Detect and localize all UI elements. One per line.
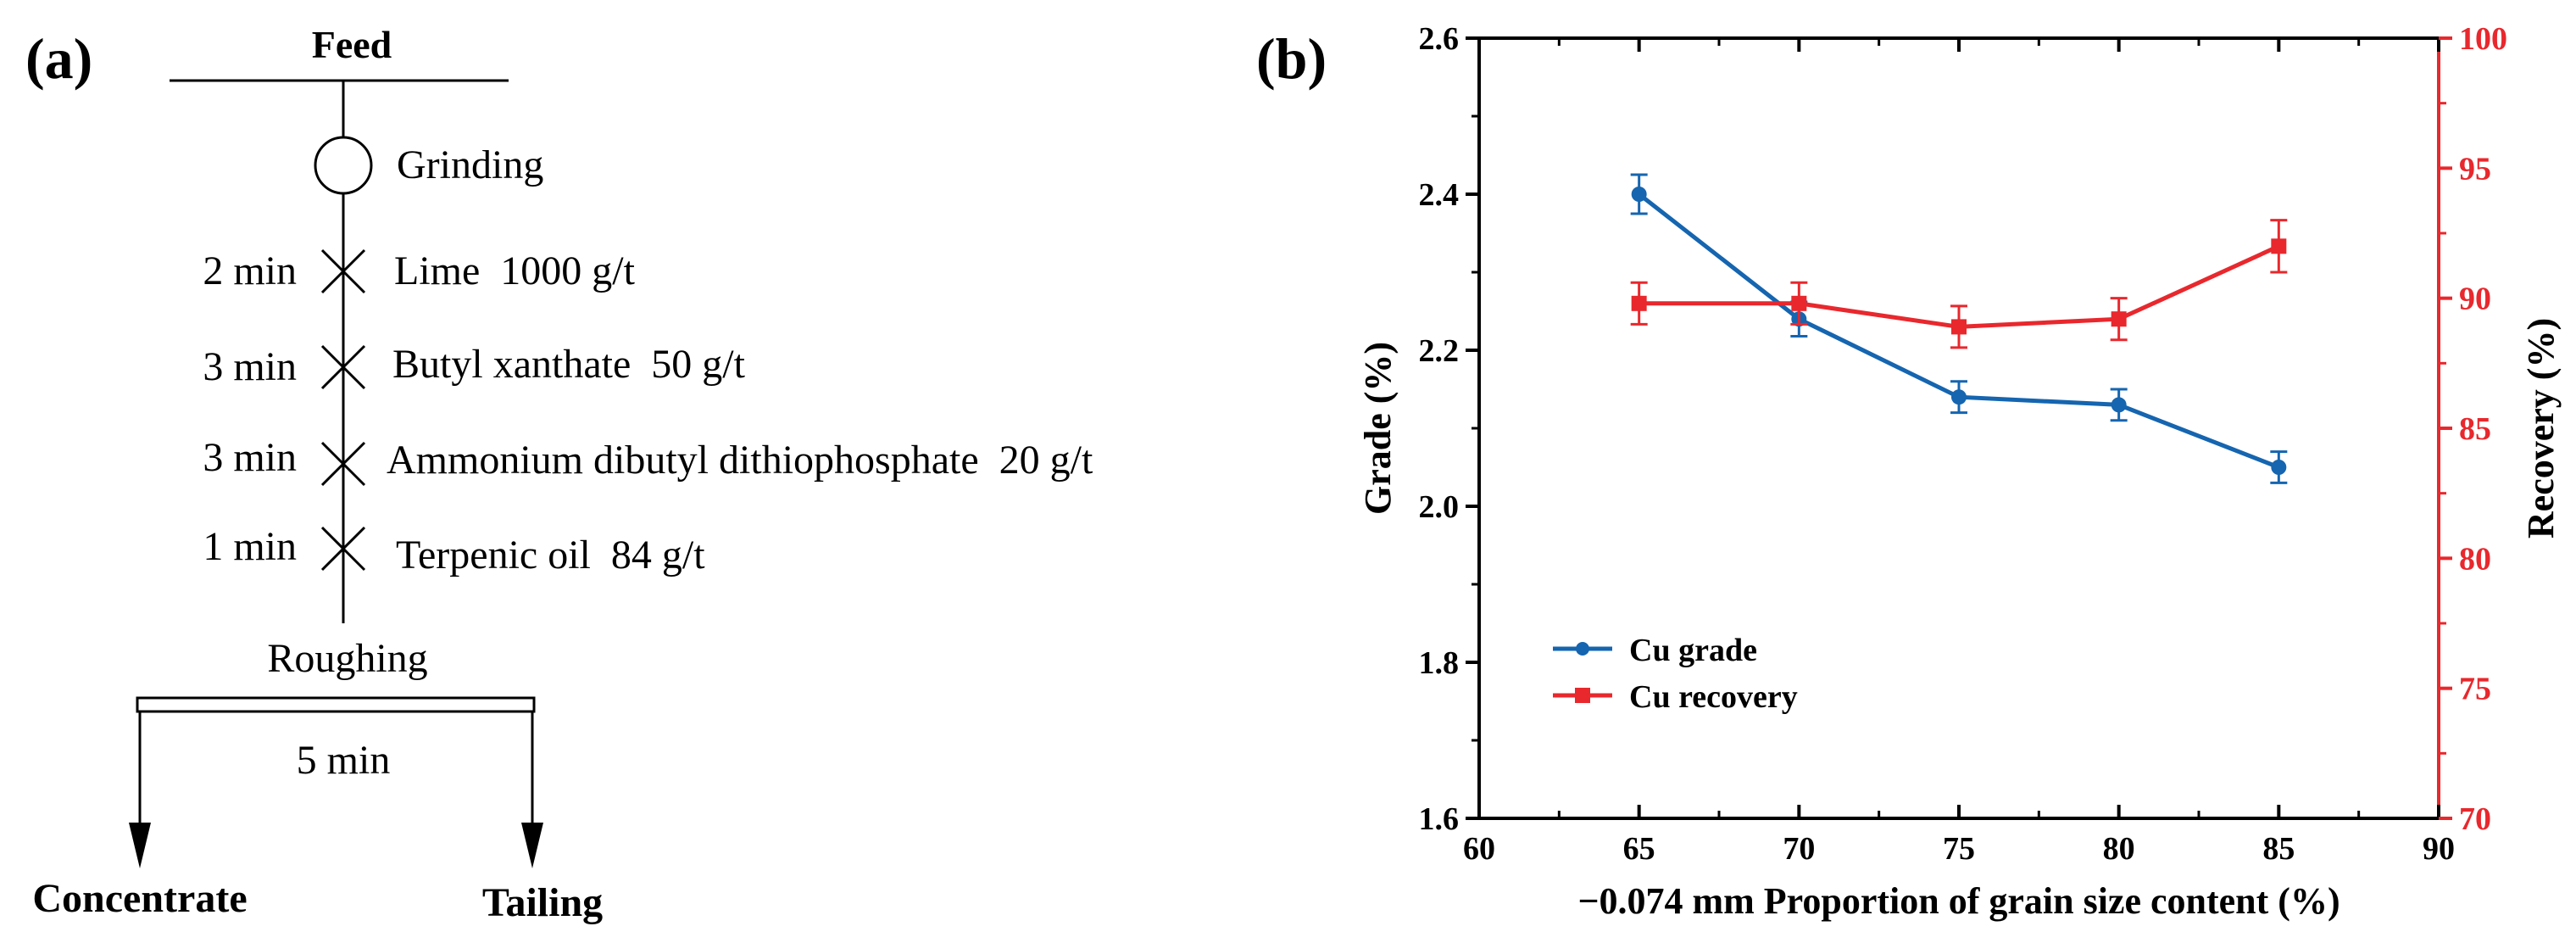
concentrate-label: Concentrate [32, 876, 247, 921]
cross-icon [320, 344, 366, 390]
data-point-cu-grade [1951, 389, 1967, 405]
step-time: 3 min [203, 344, 297, 389]
flowsheet-panel: (a) Feed Grinding 2 min Lime 1000 g/t 3 … [25, 23, 1093, 925]
y-tick-label: 1.6 [1419, 801, 1460, 837]
x-tick-label: 90 [2423, 831, 2455, 867]
y2-tick-label: 95 [2459, 151, 2491, 187]
x-tick-label: 80 [2103, 831, 2135, 867]
panel-a-label: (a) [25, 26, 92, 91]
y2-tick-label: 70 [2459, 801, 2491, 837]
legend-label-cu-grade: Cu grade [1629, 633, 1757, 668]
grinding-circle-icon [314, 136, 373, 195]
feed-label: Feed [312, 23, 392, 66]
axis-ticks [1466, 36, 2452, 820]
y-tick-label: 2.4 [1419, 177, 1460, 213]
legend-marker-cu-grade [1576, 642, 1589, 656]
x-tick-label: 65 [1623, 831, 1655, 867]
arrow-down-icon [521, 823, 543, 868]
x-axis-title: −0.074 mm Proportion of grain size conte… [1577, 880, 2340, 922]
y-tick-label: 1.8 [1419, 645, 1460, 681]
y2-tick-label: 75 [2459, 672, 2491, 707]
arrow-down-icon [129, 823, 151, 868]
cross-icon [320, 441, 366, 487]
step-reagent: Terpenic oil 84 g/t [396, 533, 705, 578]
step-reagent: Ammonium dibutyl dithiophosphate 20 g/t [387, 438, 1093, 483]
y-tick-label: 2.2 [1419, 333, 1460, 369]
y2-tick-label: 100 [2459, 21, 2507, 57]
x-tick-label: 85 [2262, 831, 2295, 867]
data-point-cu-grade [2111, 397, 2127, 413]
data-point-cu-grade [2271, 460, 2287, 475]
roughing-cell [136, 696, 536, 713]
legend: Cu grade Cu recovery [1553, 633, 1798, 715]
y-tick-label: 2.0 [1419, 489, 1460, 525]
step-reagent: Lime 1000 g/t [394, 248, 636, 293]
data-point-cu-recovery [2271, 238, 2287, 254]
series-layer [1630, 173, 2288, 484]
tailing-label: Tailing [482, 880, 603, 925]
data-point-cu-recovery [2111, 311, 2127, 327]
data-point-cu-grade [1631, 187, 1647, 202]
data-point-cu-recovery [1951, 319, 1967, 335]
y-tick-label: 2.6 [1419, 21, 1460, 57]
x-tick-label: 75 [1943, 831, 1975, 867]
legend-marker-cu-recovery [1575, 688, 1590, 703]
step-time: 2 min [203, 248, 297, 293]
x-tick-label: 70 [1783, 831, 1815, 867]
step-time: 1 min [203, 524, 297, 569]
y2-tick-label: 80 [2459, 541, 2491, 577]
legend-label-cu-recovery: Cu recovery [1629, 679, 1798, 715]
chart-panel: (b) 60 65 70 75 80 85 90 1.6 1.8 2.0 2.2… [1256, 21, 2562, 922]
y2-tick-label: 85 [2459, 411, 2491, 447]
step-time: 3 min [203, 435, 297, 480]
y-axis-title: Grade (%) [1357, 342, 1399, 515]
y2-axis-title: Recovery (%) [2520, 318, 2562, 538]
data-point-cu-recovery [1791, 295, 1807, 311]
x-tick-label: 60 [1463, 831, 1495, 867]
cross-icon [320, 526, 366, 572]
grinding-label: Grinding [397, 142, 543, 187]
step-reagent: Butyl xanthate 50 g/t [392, 342, 746, 387]
data-point-cu-recovery [1631, 295, 1647, 311]
roughing-label: Roughing [267, 636, 427, 681]
panel-b-label: (b) [1256, 26, 1327, 91]
y2-tick-label: 90 [2459, 282, 2491, 317]
roughing-time: 5 min [297, 738, 391, 783]
cross-icon [320, 248, 366, 294]
